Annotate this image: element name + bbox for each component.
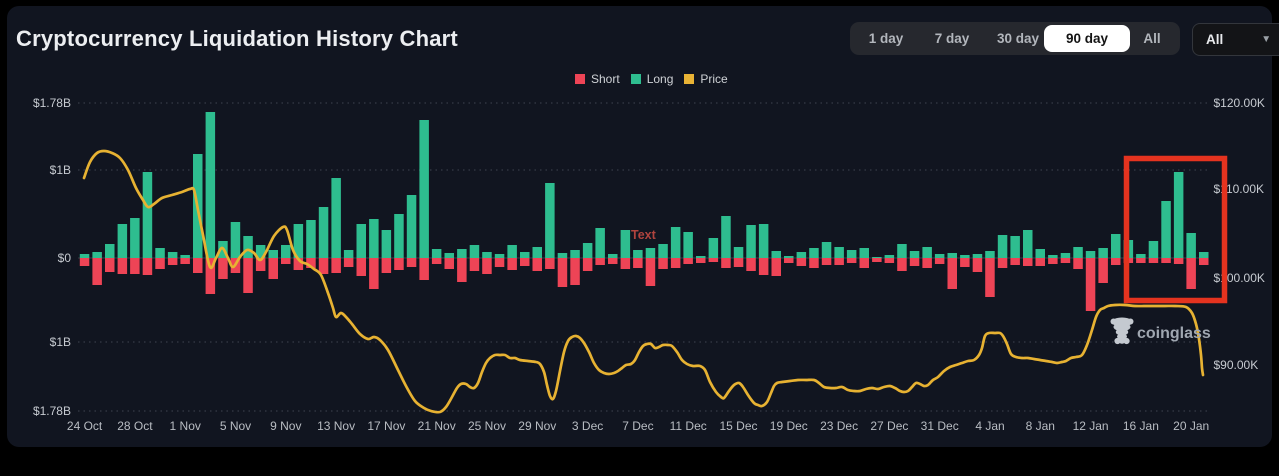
svg-text:24 Oct: 24 Oct	[67, 419, 103, 433]
svg-text:$1B: $1B	[50, 335, 71, 349]
svg-text:$110.00K: $110.00K	[1214, 182, 1265, 196]
svg-text:7 Dec: 7 Dec	[622, 419, 653, 433]
svg-text:15 Dec: 15 Dec	[719, 419, 757, 433]
svg-text:coinglass: coinglass	[1137, 325, 1211, 342]
svg-text:3 Dec: 3 Dec	[572, 419, 603, 433]
svg-text:4 Jan: 4 Jan	[975, 419, 1004, 433]
svg-text:28 Oct: 28 Oct	[117, 419, 153, 433]
svg-text:20 Jan: 20 Jan	[1173, 419, 1209, 433]
svg-text:11 Dec: 11 Dec	[670, 419, 707, 433]
svg-text:5 Nov: 5 Nov	[220, 419, 251, 433]
svg-text:Text: Text	[631, 228, 657, 242]
svg-text:31 Dec: 31 Dec	[921, 419, 959, 433]
svg-text:8 Jan: 8 Jan	[1026, 419, 1055, 433]
svg-text:19 Dec: 19 Dec	[770, 419, 808, 433]
svg-text:12 Jan: 12 Jan	[1073, 419, 1109, 433]
svg-text:27 Dec: 27 Dec	[870, 419, 908, 433]
svg-text:29 Nov: 29 Nov	[518, 419, 556, 433]
svg-text:16 Jan: 16 Jan	[1123, 419, 1159, 433]
svg-text:13 Nov: 13 Nov	[317, 419, 355, 433]
svg-text:$1.78B: $1.78B	[33, 96, 71, 110]
svg-text:$120.00K: $120.00K	[1214, 96, 1265, 110]
svg-text:$1.78B: $1.78B	[33, 404, 71, 418]
svg-text:$90.00K: $90.00K	[1214, 358, 1259, 372]
svg-text:1 Nov: 1 Nov	[170, 419, 201, 433]
svg-text:$0: $0	[58, 251, 72, 265]
svg-text:23 Dec: 23 Dec	[820, 419, 858, 433]
svg-text:$1B: $1B	[50, 163, 71, 177]
svg-text:25 Nov: 25 Nov	[468, 419, 506, 433]
svg-text:21 Nov: 21 Nov	[418, 419, 456, 433]
svg-text:9 Nov: 9 Nov	[270, 419, 301, 433]
svg-text:17 Nov: 17 Nov	[367, 419, 405, 433]
svg-text:$100.00K: $100.00K	[1214, 271, 1265, 285]
